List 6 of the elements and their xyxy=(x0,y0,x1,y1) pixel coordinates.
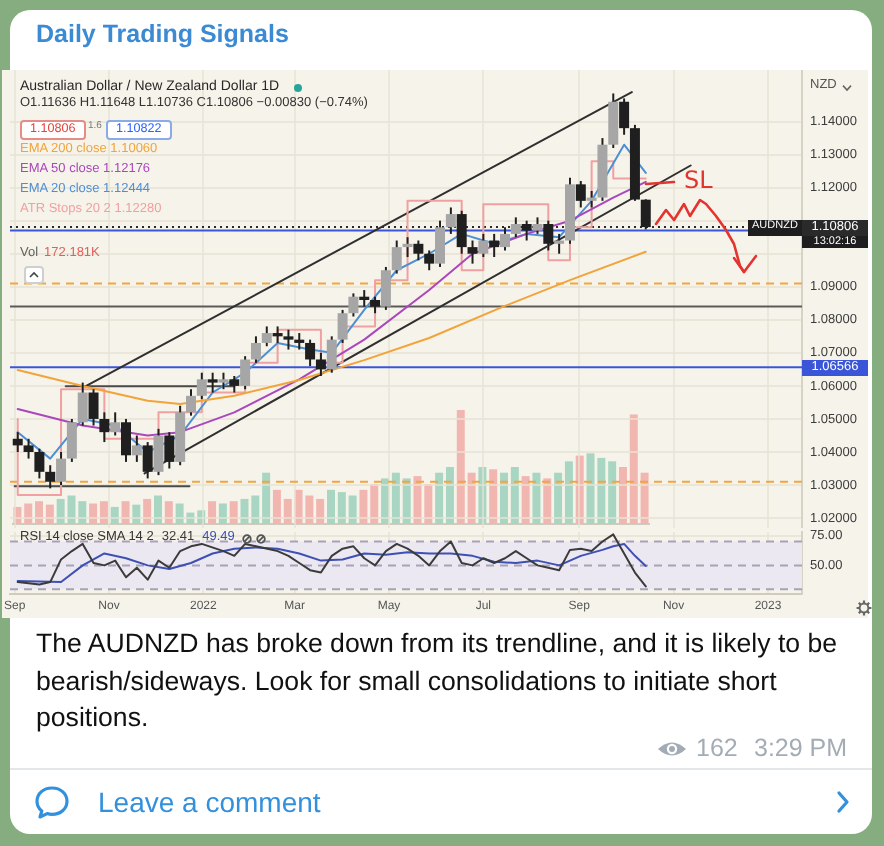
annotation: SL xyxy=(682,166,713,194)
text: 3:29 PM xyxy=(754,734,848,762)
text: 162 xyxy=(696,734,738,762)
text: The AUDNZD has broke down from its trendline, and it is likely to be bearish/sideways. Look for small consolidations to initiate short positions. xyxy=(36,626,838,736)
text: Leave a comment xyxy=(98,786,321,818)
chart-title: Daily Trading Signals xyxy=(36,20,289,48)
